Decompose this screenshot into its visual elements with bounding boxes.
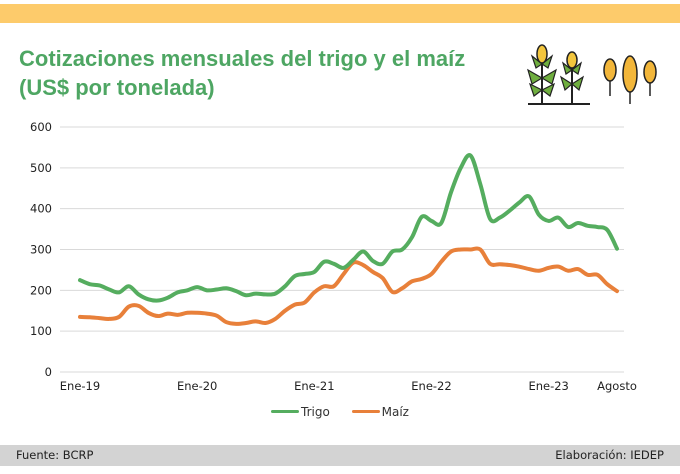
source-note: Fuente: BCRP xyxy=(16,448,94,462)
x-tick-label: Ene-22 xyxy=(411,379,451,393)
series-lines xyxy=(78,153,619,326)
x-tick-label: Ene-20 xyxy=(177,379,217,393)
legend-label-maiz: Maíz xyxy=(381,404,409,419)
y-tick-label: 500 xyxy=(30,161,52,175)
x-tick-label: Ene-19 xyxy=(60,379,100,393)
top-accent-band xyxy=(0,4,680,23)
footer-bar: Fuente: BCRP Elaboración: IEDEP xyxy=(0,445,680,466)
corn-plant-icon xyxy=(527,44,590,105)
y-tick-label: 200 xyxy=(30,283,52,297)
legend-swatch-trigo xyxy=(271,410,300,413)
credit-note: Elaboración: IEDEP xyxy=(555,448,664,462)
title-line-2: (US$ por tonelada) xyxy=(19,75,215,100)
x-tick-label: Ene-23 xyxy=(528,379,568,393)
x-tick-label: Ene-21 xyxy=(294,379,334,393)
y-tick-label: 400 xyxy=(30,202,52,216)
legend-label-trigo: Trigo xyxy=(301,404,330,419)
y-tick-label: 0 xyxy=(45,365,52,379)
series-line-maiz xyxy=(78,246,619,326)
legend-item-trigo: Trigo xyxy=(271,405,330,419)
legend-item-maiz: Maíz xyxy=(351,404,409,419)
y-tick-label: 100 xyxy=(30,324,52,338)
x-axis-ticks: Ene-19 Ene-20 Ene-21 Ene-22 Ene-23 Agosto xyxy=(60,379,637,393)
wheat-icon xyxy=(603,55,657,104)
y-tick-label: 600 xyxy=(30,120,52,134)
series-line-trigo xyxy=(78,153,619,303)
y-axis-ticks: 0 100 200 300 400 500 600 xyxy=(30,120,52,379)
gridlines xyxy=(60,126,624,373)
title-line-1: Cotizaciones mensuales del trigo y el ma… xyxy=(19,46,466,71)
y-tick-label: 300 xyxy=(30,243,52,257)
crop-icons xyxy=(527,44,657,105)
legend: Trigo Maíz xyxy=(0,402,680,419)
chart-title: Cotizaciones mensuales del trigo y el ma… xyxy=(19,44,465,102)
x-tick-label: Agosto xyxy=(597,379,637,393)
legend-swatch-maiz xyxy=(351,410,380,413)
